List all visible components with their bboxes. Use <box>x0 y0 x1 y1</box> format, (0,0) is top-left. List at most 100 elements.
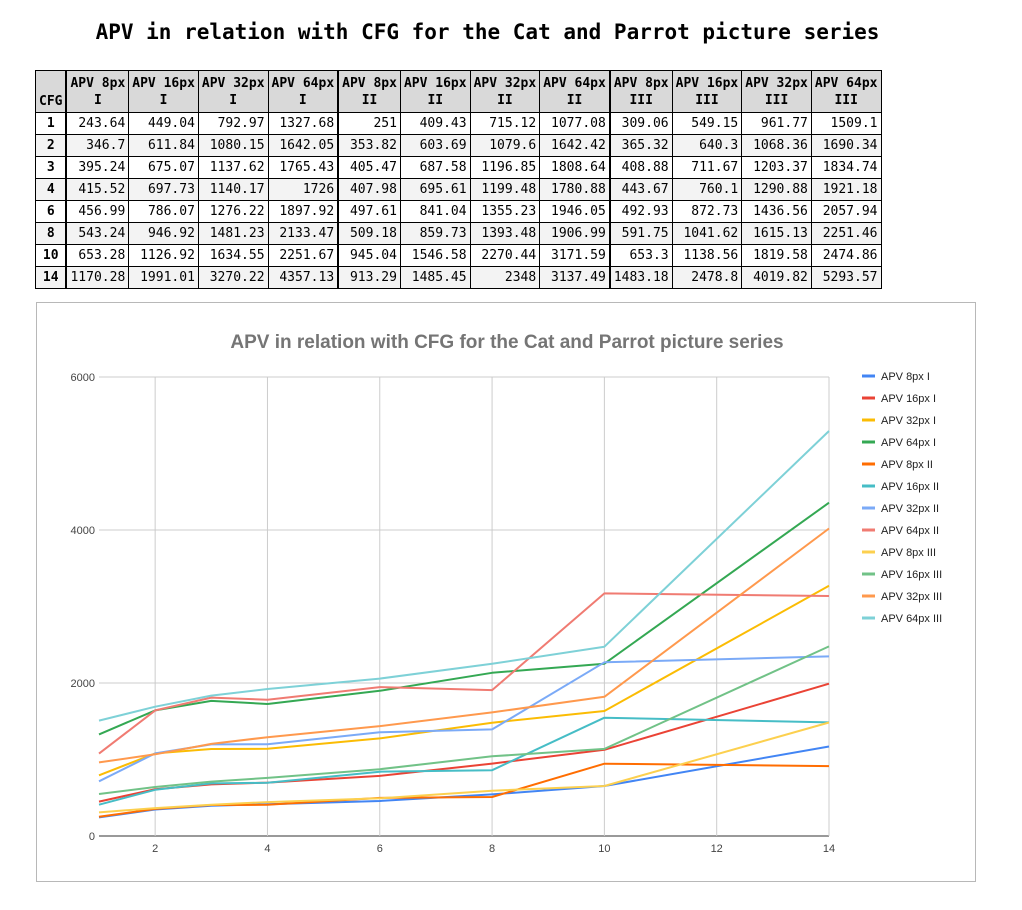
data-point <box>97 718 102 723</box>
series-line <box>98 584 830 777</box>
table-cell: 913.29 <box>337 266 401 289</box>
table-row: 1 243.64 449.04 792.97 1327.68 251 409.43 715.1… <box>35 112 882 135</box>
table-cell: 456.99 <box>65 200 130 223</box>
column-header: APV 64px I <box>267 70 340 113</box>
table-cell: 2474.86 <box>810 244 882 267</box>
cfg-cell: 3 <box>35 156 68 179</box>
x-tick-label: 8 <box>489 843 495 855</box>
table-cell: 1642.05 <box>267 134 340 157</box>
table-row: 3 395.24 675.07 1137.62 1765.43 405.47 687.58 1… <box>35 156 882 179</box>
table-cell: 492.93 <box>609 200 673 223</box>
table-cell: 760.1 <box>671 178 743 201</box>
chart-series <box>97 430 832 819</box>
column-header: APV 16px I <box>128 70 199 113</box>
series-line <box>98 762 830 818</box>
table-cell: 1546.58 <box>399 244 471 267</box>
data-point <box>153 785 158 790</box>
y-tick-label: 4000 <box>71 525 95 537</box>
table-cell: 591.75 <box>609 222 673 245</box>
data-point <box>827 644 832 649</box>
table-cell: 509.18 <box>337 222 401 245</box>
column-header: APV 64px II <box>539 70 611 113</box>
table-cell: 409.43 <box>399 112 471 135</box>
table-cell: 687.58 <box>399 156 471 179</box>
data-point <box>377 724 382 729</box>
data-point <box>602 591 607 596</box>
table-cell: 3171.59 <box>539 244 611 267</box>
cfg-cell: 1 <box>35 112 68 135</box>
chart-container: APV in relation with CFG for the Cat and… <box>36 302 976 882</box>
series-line <box>98 716 830 806</box>
table-cell: 792.97 <box>197 112 269 135</box>
table-cell: 675.07 <box>128 156 199 179</box>
table-cell: 786.07 <box>128 200 199 223</box>
chart-title: APV in relation with CFG for the Cat and… <box>230 332 783 353</box>
table-cell: 961.77 <box>741 112 812 135</box>
column-header: APV 64px III <box>810 70 882 113</box>
table-cell: 1393.48 <box>469 222 541 245</box>
data-point <box>602 708 607 713</box>
legend-label: APV 32px I <box>881 415 936 427</box>
table-cell: 1138.56 <box>671 244 743 267</box>
chart-legend: APV 8px I APV 16px I APV 32px I APV 64px I A… <box>862 371 942 625</box>
data-point <box>827 500 832 505</box>
data-point <box>827 526 832 531</box>
data-point <box>209 802 214 807</box>
legend-label: APV 8px III <box>881 547 936 559</box>
legend-label: APV 64px II <box>881 525 939 537</box>
table-cell: 711.67 <box>671 156 743 179</box>
data-point <box>490 768 495 773</box>
table-cell: 309.06 <box>609 112 673 135</box>
table-header-row: CFG APV 8px I APV 16px I APV 32px I APV 64p… <box>35 70 882 113</box>
table-cell: 1690.34 <box>810 134 882 157</box>
table-cell: 1436.56 <box>741 200 812 223</box>
cfg-cell: 14 <box>35 266 68 289</box>
legend-label: APV 32px II <box>881 503 939 515</box>
data-point <box>265 775 270 780</box>
table-cell: 1780.88 <box>539 178 611 201</box>
table-cell: 1126.92 <box>128 244 199 267</box>
table-cell: 1483.18 <box>609 266 673 289</box>
column-header: APV 16px III <box>671 70 743 113</box>
legend-label: APV 32px III <box>881 591 942 603</box>
table-cell: 1077.08 <box>539 112 611 135</box>
table-cell: 697.73 <box>128 178 199 201</box>
table-cell: 5293.57 <box>810 266 882 289</box>
table-cell: 611.84 <box>128 134 199 157</box>
data-point <box>490 727 495 732</box>
table-cell: 2251.67 <box>267 244 340 267</box>
legend-label: APV 64px III <box>881 613 942 625</box>
table-cell: 251 <box>337 112 401 135</box>
data-point <box>209 779 214 784</box>
data-point <box>377 736 382 741</box>
table-cell: 3137.49 <box>539 266 611 289</box>
data-point <box>490 754 495 759</box>
data-point <box>265 780 270 785</box>
chart-axes: 0 2000 4000 6000 2 4 6 8 10 12 14 <box>71 372 836 855</box>
table-cell: 1196.85 <box>469 156 541 179</box>
data-point <box>602 694 607 699</box>
x-tick-label: 10 <box>598 843 610 855</box>
table-cell: 3270.22 <box>197 266 269 289</box>
y-tick-label: 6000 <box>71 372 95 384</box>
data-point <box>602 644 607 649</box>
data-point <box>377 767 382 772</box>
table-cell: 1615.13 <box>741 222 812 245</box>
table-cell: 653.28 <box>65 244 130 267</box>
table-cell: 1906.99 <box>539 222 611 245</box>
table-cell: 872.73 <box>671 200 743 223</box>
column-header: APV 8px III <box>609 70 673 113</box>
table-cell: 415.52 <box>65 178 130 201</box>
data-point <box>153 752 158 757</box>
data-point <box>602 715 607 720</box>
table-cell: 2057.94 <box>810 200 882 223</box>
table-cell: 1068.36 <box>741 134 812 157</box>
series-line <box>98 430 830 722</box>
table-cell: 1041.62 <box>671 222 743 245</box>
table-cell: 346.7 <box>65 134 130 157</box>
data-point <box>97 802 102 807</box>
data-point <box>97 814 102 819</box>
data-point <box>265 800 270 805</box>
data-point <box>97 760 102 765</box>
x-tick-label: 4 <box>264 843 270 855</box>
